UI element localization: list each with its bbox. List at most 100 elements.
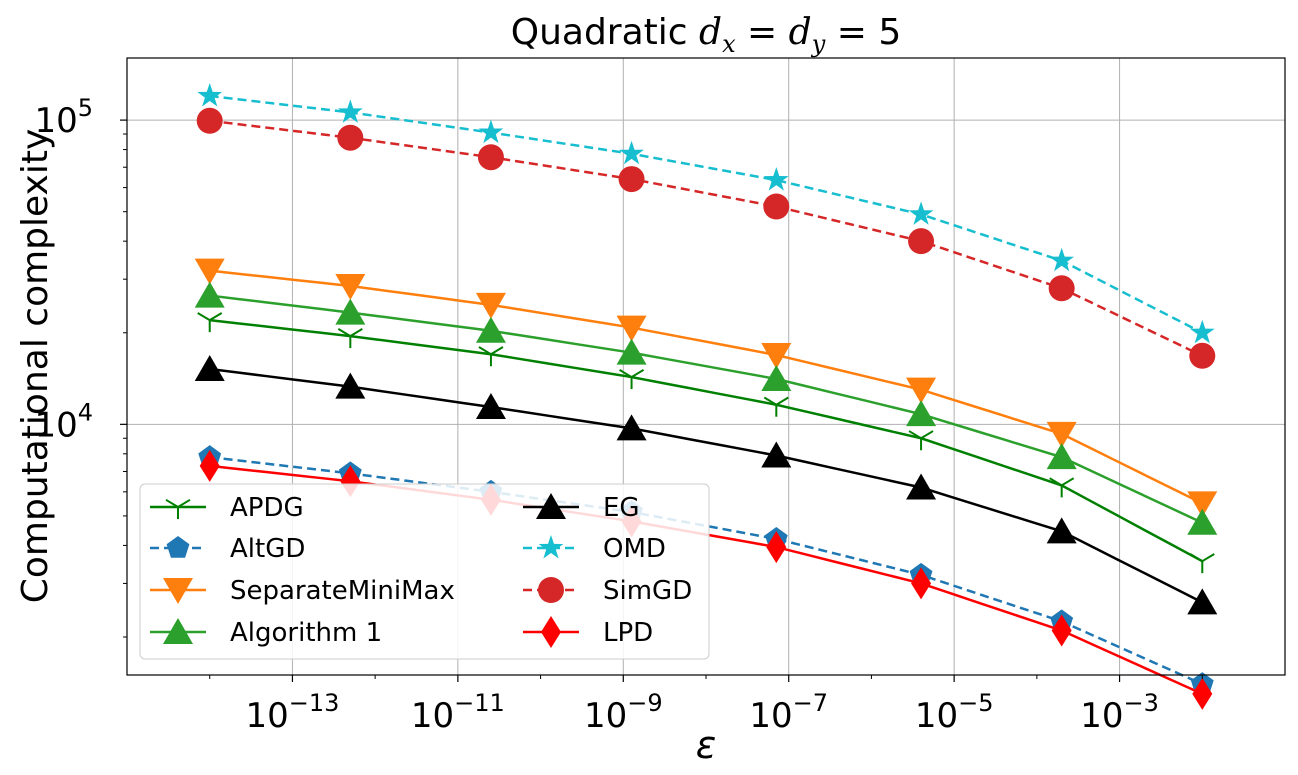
tri-down-left — [165, 498, 179, 508]
data-point — [197, 83, 223, 107]
data-point — [906, 377, 937, 404]
tri-down-right — [775, 396, 789, 406]
data-point — [194, 258, 225, 285]
data-point — [475, 292, 506, 319]
y-tick-label: 105 — [34, 94, 93, 141]
y-axis-label: Computational complexity — [15, 129, 56, 604]
chart-title: Quadratic dx = dy = 5 — [511, 12, 902, 58]
tri-down-right — [209, 312, 223, 322]
tri-down-left — [763, 396, 777, 406]
data-point — [196, 107, 223, 134]
data-point — [1046, 421, 1077, 448]
data-point — [618, 166, 645, 193]
data-point — [475, 316, 506, 343]
legend-marker — [166, 536, 190, 558]
data-point — [337, 328, 363, 349]
series-simgd — [196, 107, 1216, 369]
series-algorithm-1 — [194, 281, 1218, 535]
x-tick-label: 10−7 — [749, 689, 828, 736]
legend-item: APDG — [150, 493, 304, 523]
series-line — [209, 269, 1203, 505]
grid-lines — [127, 58, 1285, 675]
data-point — [478, 346, 504, 367]
data-point — [1048, 275, 1075, 302]
data-point — [478, 119, 504, 144]
data-point — [763, 193, 790, 220]
data-point — [1187, 491, 1218, 518]
legend-item: SimGD — [523, 576, 692, 606]
data-point — [194, 281, 225, 308]
tri-down-left — [1049, 477, 1063, 487]
legend-label: AltGD — [230, 534, 305, 564]
tri-down-left — [197, 312, 211, 322]
x-tick-label: 10−5 — [915, 689, 994, 736]
legend-item: LPD — [523, 616, 653, 648]
series-line — [209, 119, 1203, 357]
data-point — [616, 315, 647, 342]
tri-down-right — [631, 369, 645, 378]
tri-down-left — [1189, 553, 1203, 563]
legend-label: SimGD — [603, 576, 692, 606]
legend-marker — [165, 498, 191, 519]
data-point — [616, 338, 647, 365]
data-point — [477, 144, 504, 171]
tri-down-right — [349, 328, 363, 337]
data-point — [1187, 508, 1218, 535]
data-point — [766, 531, 787, 564]
series-separateminimax — [194, 258, 1218, 518]
legend-label: OMD — [603, 534, 666, 564]
data-point — [335, 273, 366, 300]
tri-down-right — [1061, 477, 1075, 487]
tri-down-left — [478, 346, 492, 356]
data-point — [1049, 247, 1075, 272]
tri-down-right — [920, 430, 934, 440]
data-point — [761, 364, 792, 391]
legend-label: LPD — [603, 618, 653, 648]
data-point — [1189, 553, 1215, 574]
series-omd — [197, 83, 1215, 344]
series-apdg — [197, 312, 1215, 574]
data-point — [616, 414, 647, 441]
tri-down-right — [490, 346, 504, 356]
legend: APDG AltGD SeparateMiniMax Algorithm 1 EG OMD… — [139, 483, 710, 660]
legend-item: SeparateMiniMax — [150, 576, 455, 606]
data-point — [763, 396, 789, 417]
data-point — [1051, 614, 1072, 647]
data-point — [1189, 319, 1215, 344]
tri-down-right — [177, 498, 191, 508]
legend-label: APDG — [230, 493, 304, 523]
data-point — [908, 228, 935, 255]
x-tick-label: 10−9 — [584, 689, 663, 736]
tri-down-left — [337, 328, 351, 337]
x-tick-label: 10−3 — [1080, 689, 1159, 736]
data-point — [197, 312, 223, 333]
series-eg — [194, 355, 1218, 615]
series-line — [209, 367, 1203, 604]
legend-box — [139, 483, 710, 660]
data-point — [906, 473, 937, 500]
legend-item: OMD — [523, 534, 666, 564]
legend-label: SeparateMiniMax — [230, 576, 455, 606]
legend-marker — [163, 618, 193, 644]
legend-item: AltGD — [150, 534, 305, 564]
data-point — [199, 449, 220, 482]
legend-item: EG — [523, 493, 640, 523]
data-point — [1187, 588, 1218, 615]
data-point — [761, 441, 792, 468]
data-point — [337, 124, 364, 151]
y-tick-label: 104 — [34, 398, 93, 445]
legend-marker — [541, 616, 561, 648]
data-point — [1189, 342, 1216, 369]
data-point — [619, 369, 645, 390]
tri-down-right — [1201, 553, 1215, 563]
legend-marker — [163, 578, 193, 604]
data-point — [1049, 477, 1075, 498]
data-point — [1046, 517, 1077, 544]
data-point — [906, 400, 937, 427]
data-point — [761, 343, 792, 370]
data-point — [908, 201, 934, 225]
x-axis-label: ε — [696, 723, 717, 767]
data-point — [335, 298, 366, 325]
legend-marker — [538, 535, 564, 559]
series-line — [209, 94, 1203, 334]
